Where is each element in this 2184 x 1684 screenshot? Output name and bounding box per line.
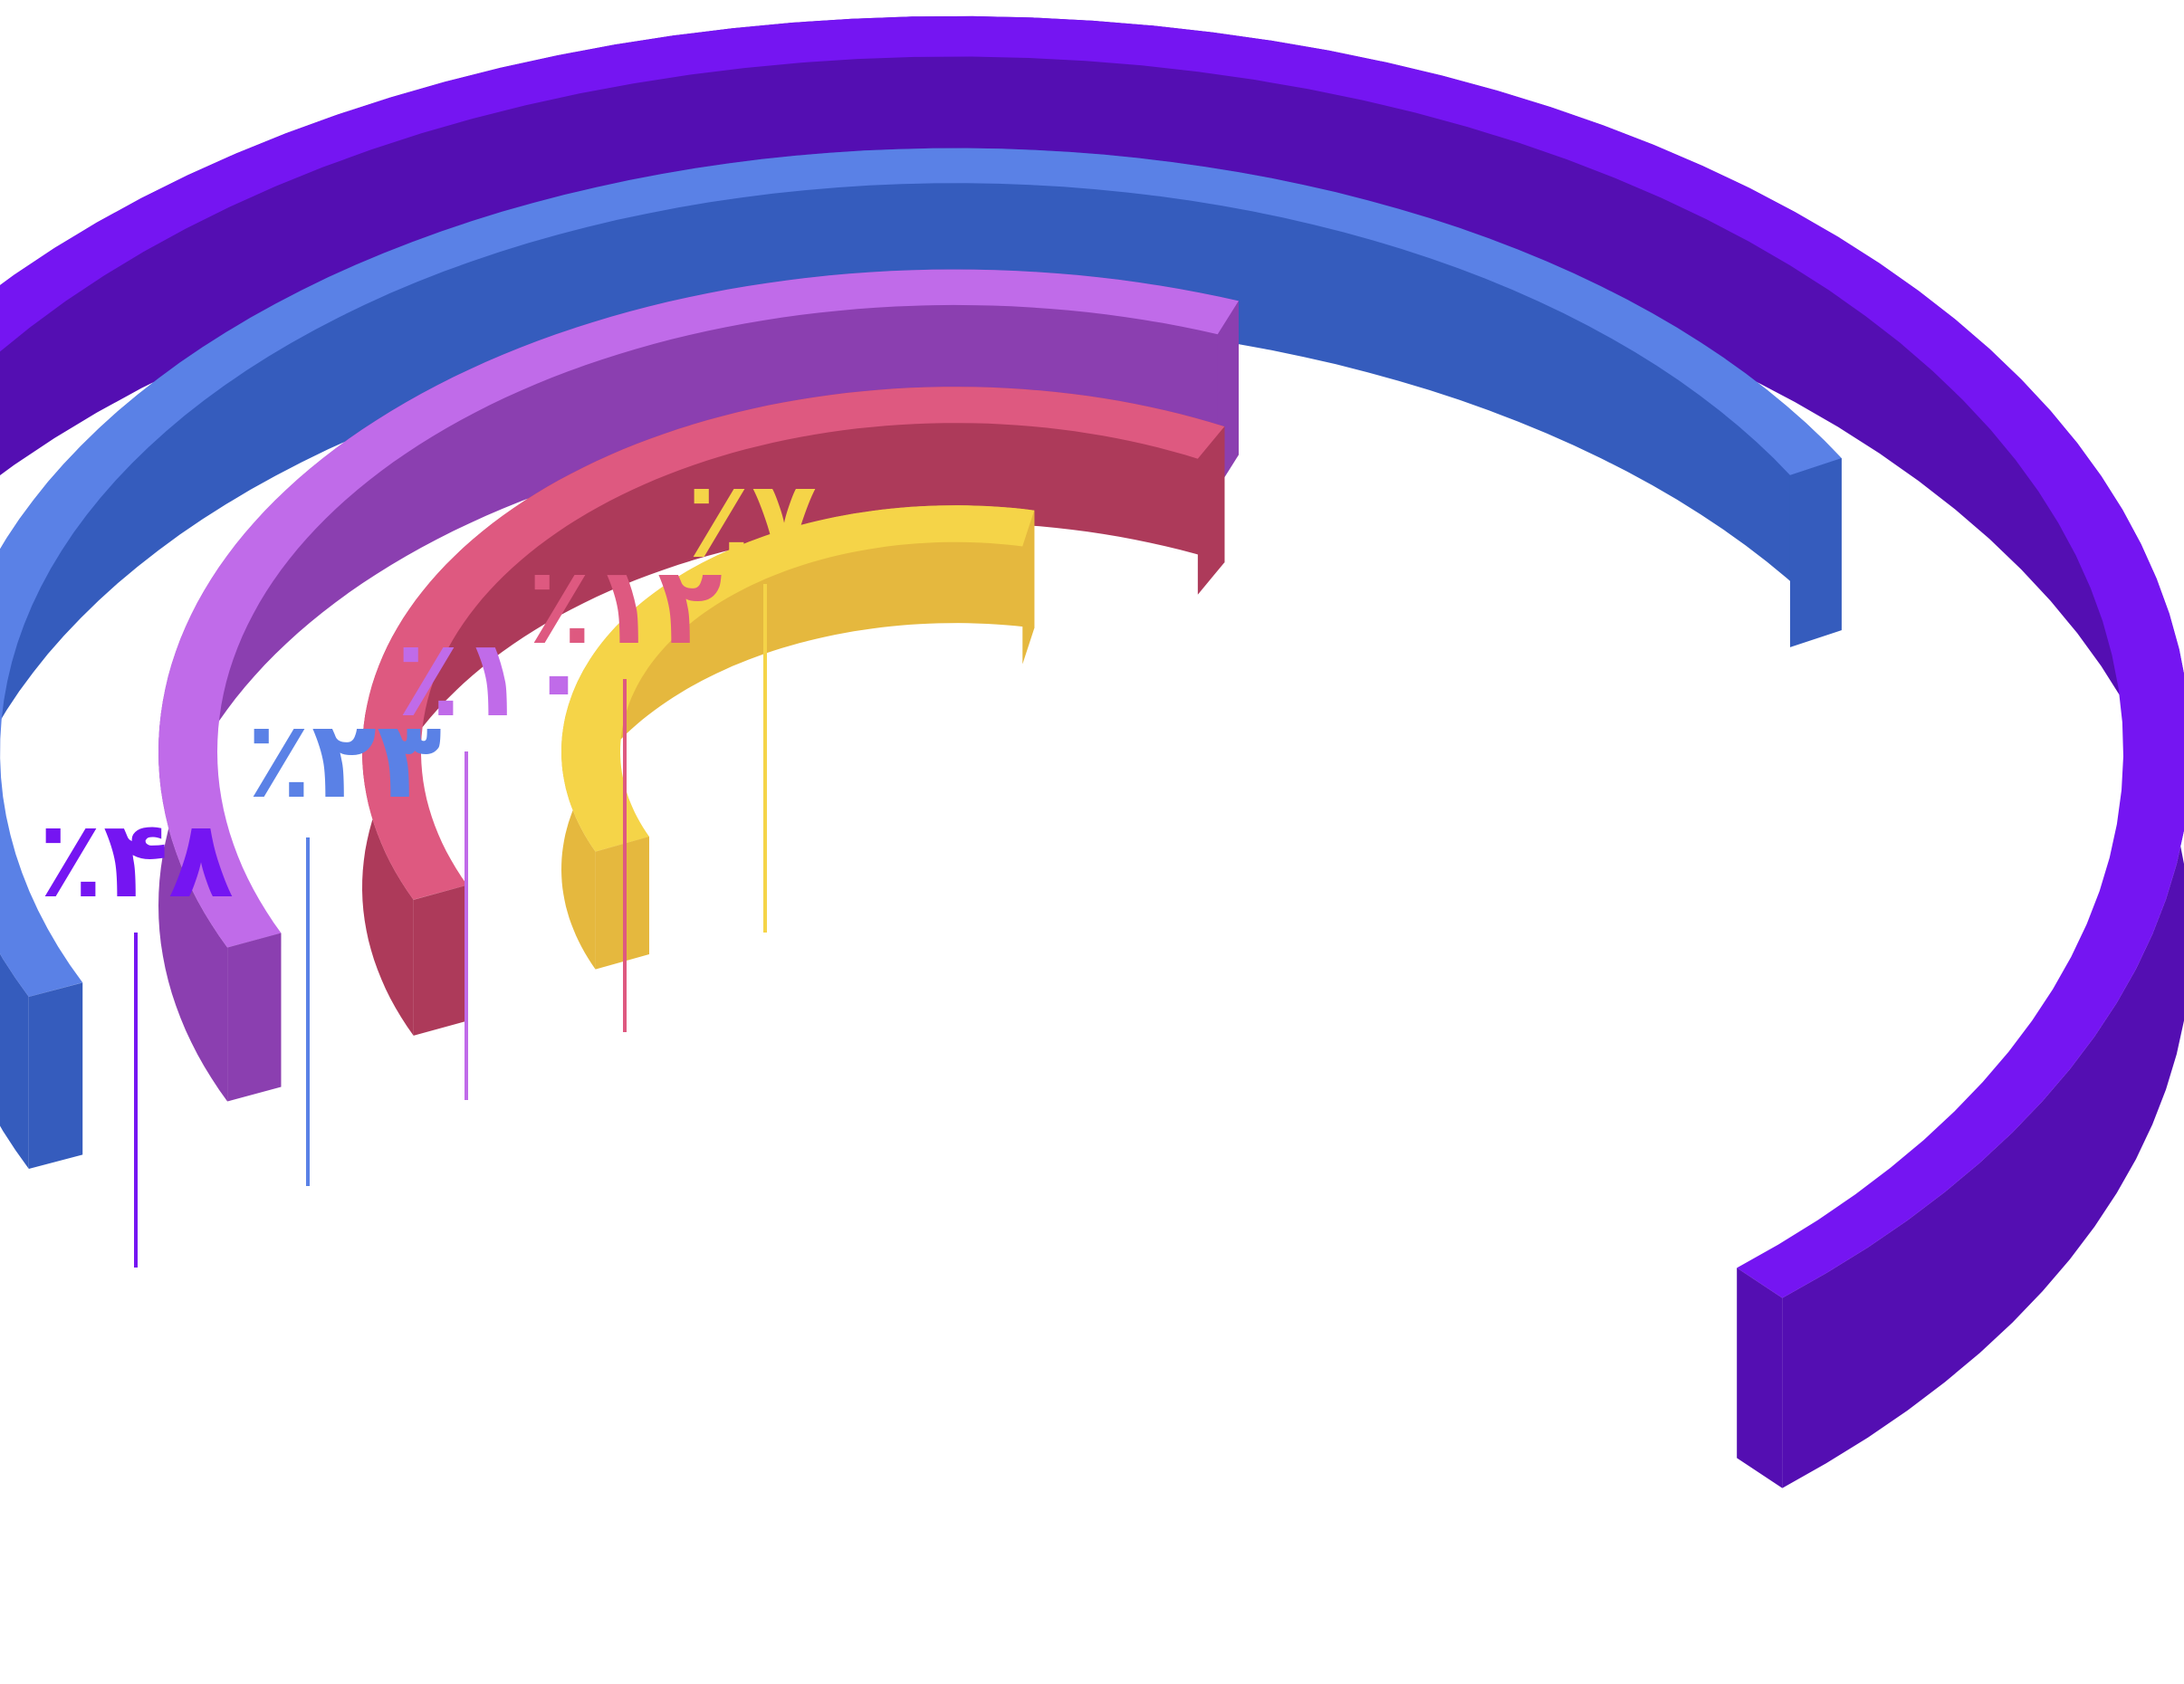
value-label-3: ٪۱۰: [396, 616, 591, 741]
ring-bar-2-cap-end: [1789, 458, 1842, 647]
ring-bar-3-side: [158, 269, 1239, 1102]
ring-bar-4-cap-end: [1197, 426, 1225, 595]
ring-bar-3-cap-start: [227, 933, 282, 1102]
ring-bar-2: [0, 148, 1842, 1170]
ring-bar-4-top: [362, 387, 1225, 900]
value-label-5: ٪۷: [686, 457, 817, 582]
ring-bar-5-top: [561, 505, 1035, 852]
ring-bar-5-cap-end: [1022, 510, 1035, 665]
bars-layer: [0, 15, 2184, 1488]
ring-bar-4-cap-start: [413, 885, 468, 1036]
value-label-4: ٪۱۲: [527, 543, 723, 668]
ring-bar-1-top: [0, 15, 2184, 1298]
value-label-1: ٪۴۸: [38, 797, 234, 922]
ring-bar-4: [362, 387, 1225, 1036]
ring-bar-1-cap-end: [1737, 1268, 1783, 1488]
ring-bar-5: [561, 505, 1035, 970]
ring-bar-4-side: [362, 387, 1225, 1036]
labels-layer: ٪۴۸٪۲۳٪۱۰٪۱۲٪۷: [38, 457, 817, 1268]
value-label-2: ٪۲۳: [246, 697, 442, 822]
ring-bar-2-cap-start: [28, 982, 83, 1170]
ring-bar-1: [0, 15, 2184, 1488]
ring-bar-5-cap-start: [595, 837, 649, 970]
